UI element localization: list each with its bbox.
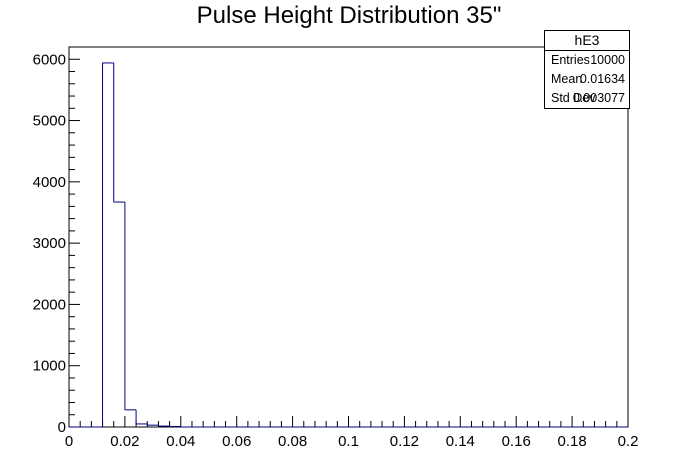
x-tick-label: 0 bbox=[65, 433, 73, 450]
axes: 0 0.02 0.04 0.06 0.08 0.1 0.12 0.14 0.16 0.18 0.2 0… bbox=[33, 46, 639, 450]
x-tick-label: 0.14 bbox=[446, 433, 475, 450]
y-tick-label: 2000 bbox=[33, 296, 66, 313]
x-tick-label: 0.16 bbox=[502, 433, 531, 450]
x-tick-label: 0.08 bbox=[278, 433, 307, 450]
stats-std-value: 0.003077 bbox=[572, 91, 625, 105]
x-tick-label: 0.06 bbox=[222, 433, 251, 450]
stats-entries-label: Entries bbox=[551, 53, 590, 67]
x-tick-label: 0.04 bbox=[166, 433, 195, 450]
stats-mean-value: 0.01634 bbox=[579, 72, 625, 86]
stats-box: hE3 Entries 10000 Mean 0.01634 Std Dev 0… bbox=[544, 30, 630, 109]
y-tick-label: 5000 bbox=[33, 113, 66, 130]
stats-entries-value: 10000 bbox=[590, 53, 625, 67]
stats-entries-row: Entries 10000 bbox=[545, 51, 629, 70]
y-tick-label: 0 bbox=[58, 419, 66, 436]
stats-mean-label: Mean bbox=[551, 72, 583, 86]
x-tick-label: 0.2 bbox=[618, 433, 639, 450]
stats-std-row: Std Dev 0.003077 bbox=[545, 89, 629, 108]
chart-title: Pulse Height Distribution 35" bbox=[196, 2, 502, 29]
y-tick-label: 3000 bbox=[33, 235, 66, 252]
y-tick-label: 4000 bbox=[33, 174, 66, 191]
y-tick-label: 6000 bbox=[33, 51, 66, 68]
histogram-bars bbox=[69, 62, 628, 428]
stats-mean-row: Mean 0.01634 bbox=[545, 70, 629, 89]
x-tick-label: 0.1 bbox=[338, 433, 359, 450]
stats-box-name: hE3 bbox=[545, 31, 629, 51]
stats-std-label: Std Dev bbox=[551, 91, 596, 105]
x-tick-label: 0.02 bbox=[110, 433, 139, 450]
x-tick-label: 0.18 bbox=[557, 433, 586, 450]
y-tick-label: 1000 bbox=[33, 358, 66, 375]
x-tick-label: 0.12 bbox=[390, 433, 419, 450]
